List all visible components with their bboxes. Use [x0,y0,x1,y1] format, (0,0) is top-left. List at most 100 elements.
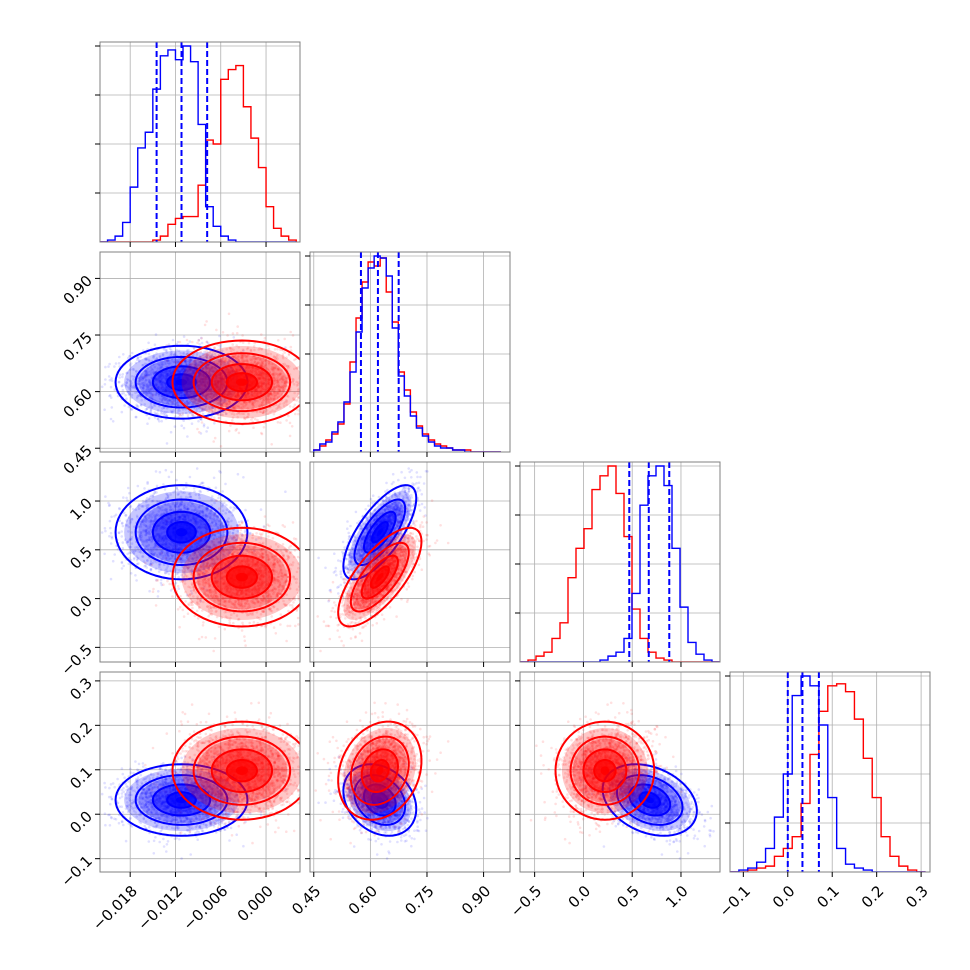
scatter-point [196,375,200,378]
scatter-point [221,490,224,493]
scatter-point [191,403,194,407]
scatter-point [169,390,172,394]
scatter-point [166,359,169,362]
scatter-point [222,385,225,388]
scatter-point [191,371,195,375]
scatter-point [167,343,171,346]
scatter-point [158,364,161,367]
scatter-point [197,373,201,377]
scatter-point [161,354,165,357]
scatter-point [225,394,229,397]
scatter-point [144,390,147,394]
panel-1-0 [92,251,339,457]
scatter-point [160,373,163,377]
scatter-point [226,360,230,364]
scatter-point [180,368,184,371]
scatter-point [224,367,228,371]
scatter-point [129,388,132,392]
scatter-point [120,530,123,533]
scatter-point [121,388,125,392]
scatter-point [188,411,192,415]
scatter-point [163,395,167,399]
scatter-point [258,376,262,380]
scatter-point [113,388,116,392]
scatter-point [158,387,161,391]
scatter-point [128,491,131,495]
scatter-point [157,590,160,593]
scatter-point [176,360,179,363]
scatter-point [143,373,147,376]
scatter-point [200,394,204,397]
scatter-point [183,367,186,371]
scatter-point [216,376,219,379]
scatter-point [185,399,189,403]
scatter-point [184,368,187,372]
scatter-point [130,362,133,365]
scatter-point [210,366,213,370]
scatter-point [186,390,189,394]
scatter-point [185,369,188,373]
scatter-point [194,363,198,367]
scatter-point [245,365,248,368]
scatter-point [256,356,260,359]
scatter-point [124,384,128,388]
scatter-point [183,402,187,405]
scatter-point [211,370,214,374]
scatter-point [301,357,304,360]
scatter-point [144,384,148,388]
scatter-point [149,383,153,387]
scatter-point [156,417,160,421]
scatter-point [160,399,164,402]
scatter-point [262,426,266,429]
scatter-point [147,358,151,362]
scatter-point [293,403,297,407]
scatter-point [230,370,233,373]
scatter-point [275,385,279,389]
scatter-point [148,388,152,391]
scatter-point [284,490,287,494]
scatter-point [208,410,211,413]
scatter-point [220,399,224,402]
scatter-point [208,350,211,354]
scatter-point [137,382,140,386]
scatter-point [159,374,162,377]
scatter-point [154,383,157,386]
scatter-point [138,375,142,379]
scatter-point [276,347,279,351]
scatter-point [260,333,263,336]
scatter-point [113,365,116,368]
scatter-point [241,341,245,344]
scatter-point [204,379,207,383]
scatter-point [172,394,175,397]
scatter-point [233,394,237,398]
scatter-point [201,394,204,397]
scatter-point [219,345,222,349]
scatter-point [203,375,206,379]
scatter-point [142,384,145,388]
scatter-point [154,371,157,374]
scatter-point [127,378,130,382]
scatter-point [171,402,175,406]
scatter-point [227,392,230,396]
scatter-point [208,368,212,372]
scatter-point [118,373,122,377]
scatter-point [195,398,198,401]
scatter-point [229,424,232,427]
scatter-point [215,379,219,383]
scatter-point [336,368,339,371]
scatter-point [297,412,300,416]
scatter-point [109,396,113,399]
scatter-point [140,382,144,386]
scatter-point [254,366,257,370]
scatter-point [217,380,220,384]
scatter-point [92,378,95,381]
scatter-point [198,390,201,393]
scatter-point [150,392,154,396]
scatter-point [183,394,187,397]
scatter-point [152,372,156,376]
scatter-point [189,368,192,371]
scatter-point [157,394,161,397]
scatter-point [161,360,165,364]
scatter-point [222,377,226,381]
scatter-point [283,337,287,341]
